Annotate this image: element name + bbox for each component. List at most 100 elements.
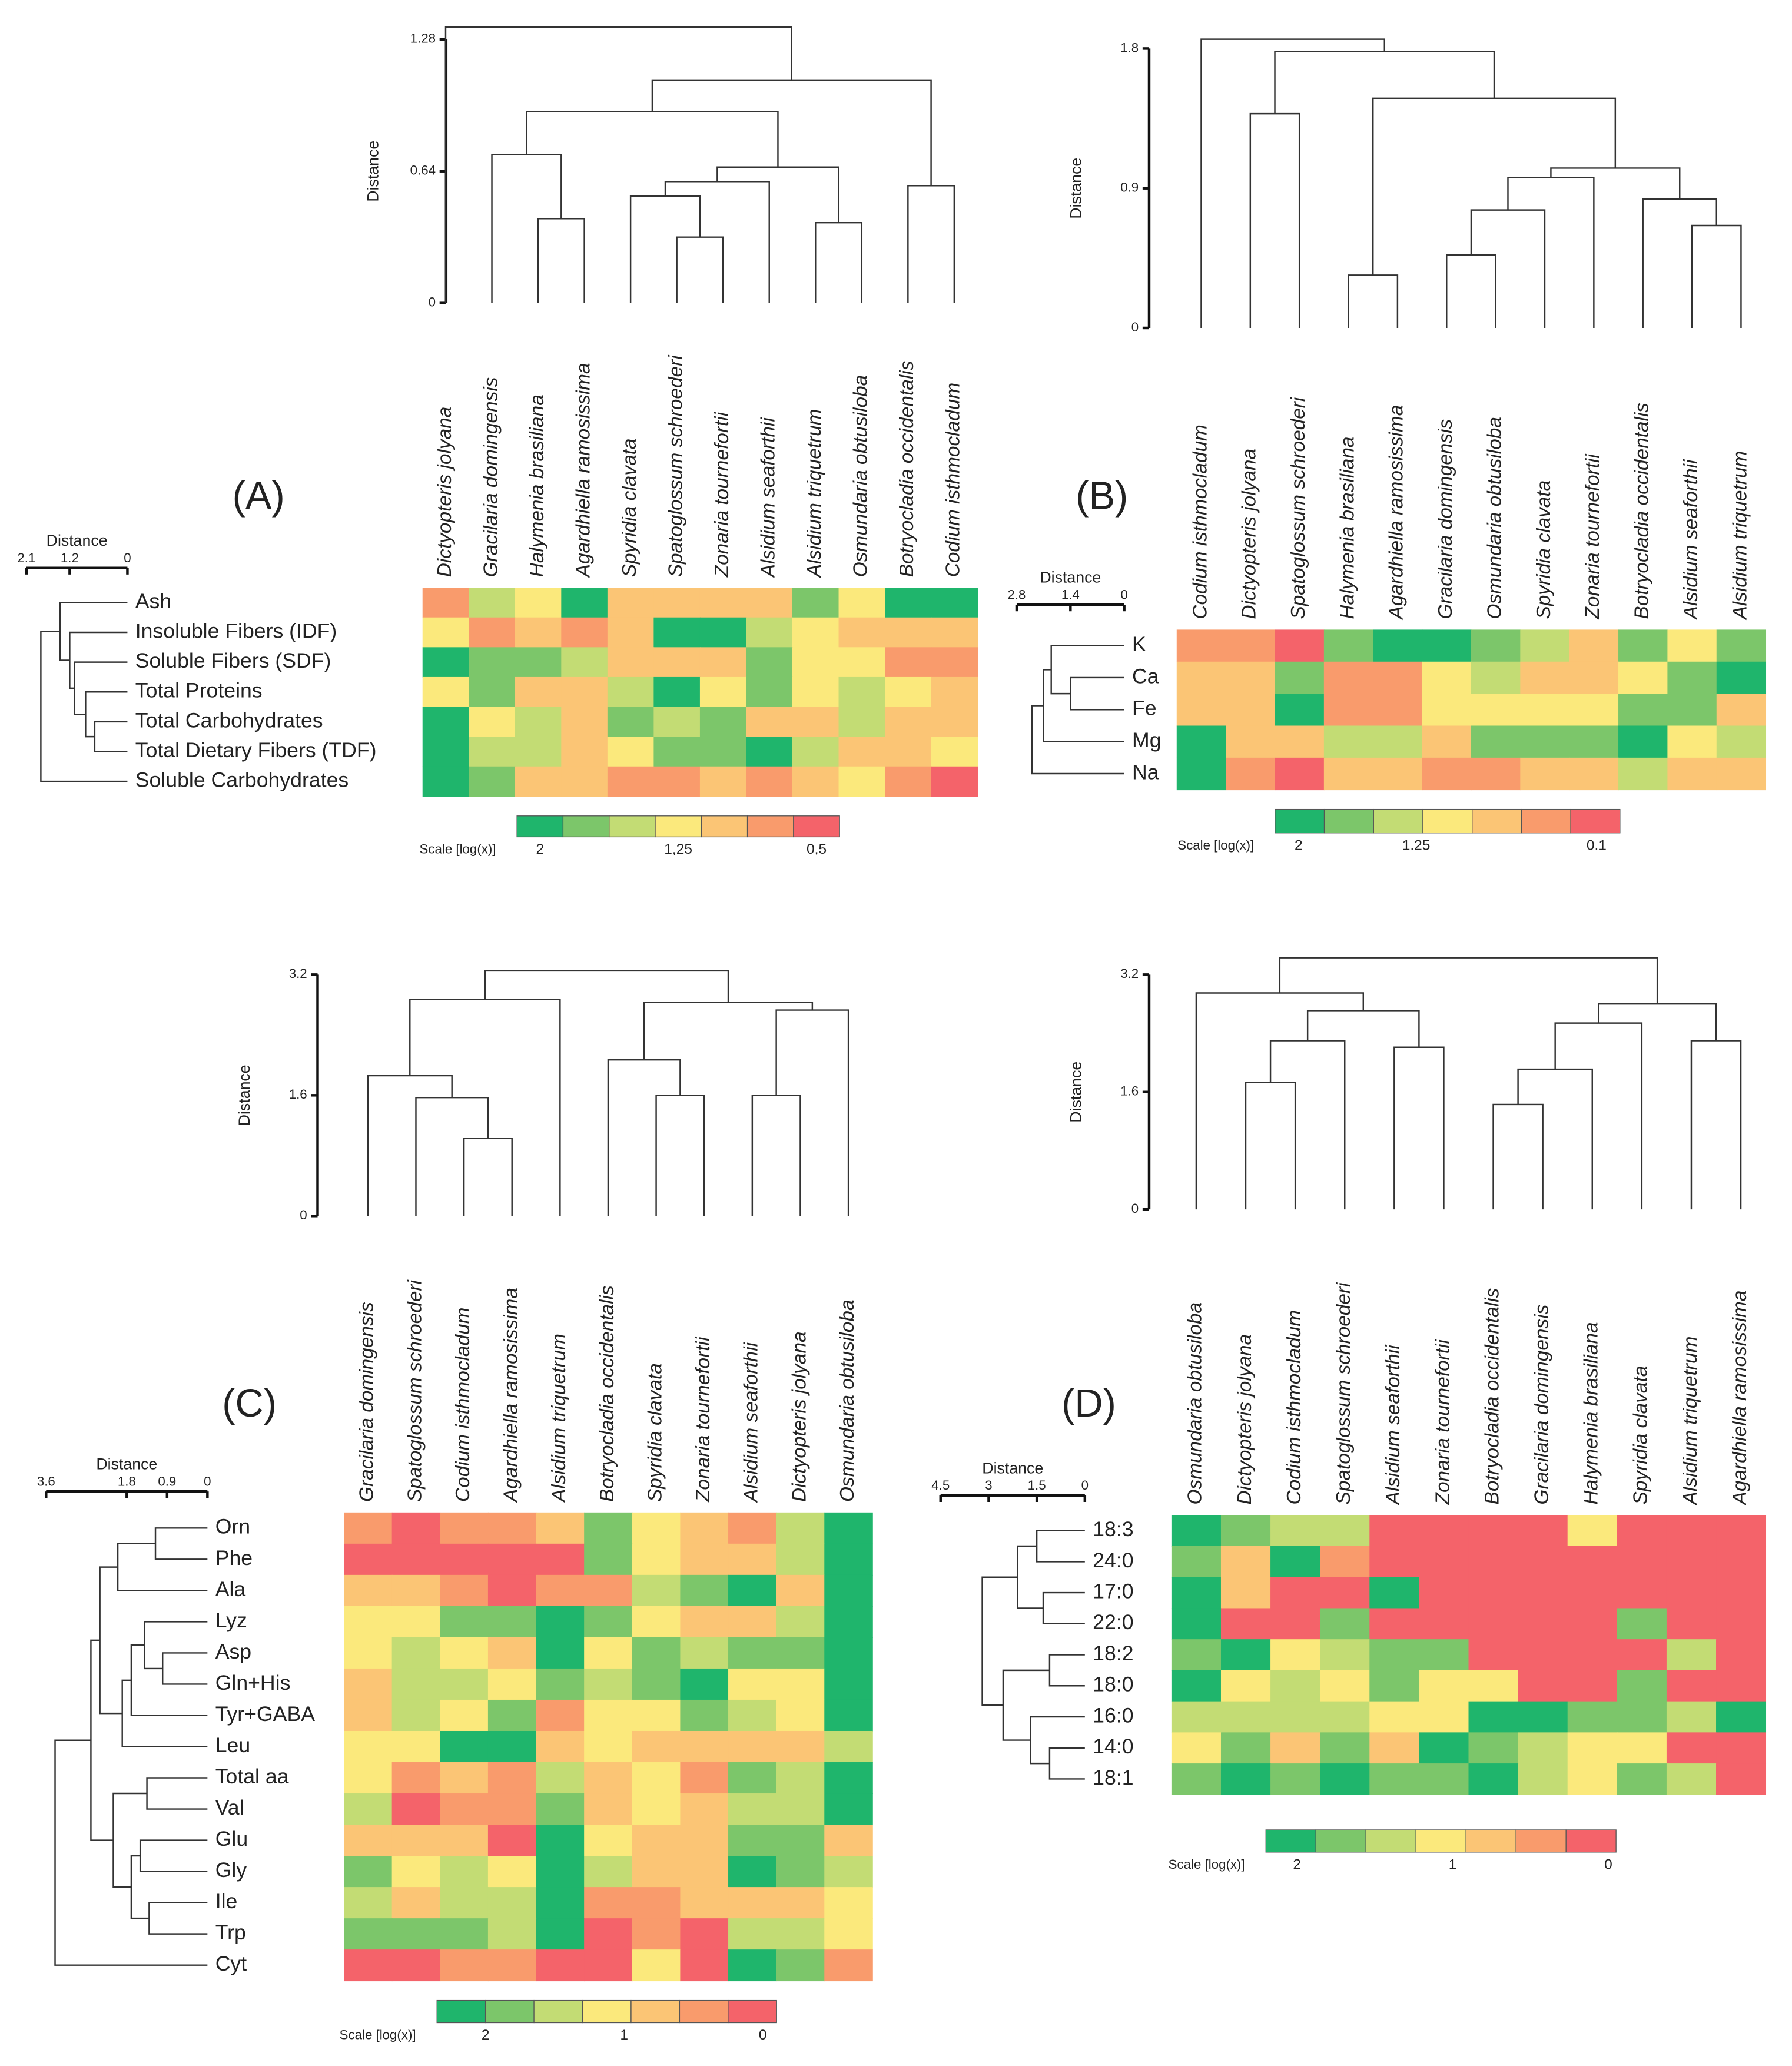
heatmap-cell xyxy=(344,1637,393,1669)
heatmap-cell xyxy=(1220,1515,1271,1547)
heatmap-cell xyxy=(1518,1639,1568,1671)
heatmap-cell xyxy=(1422,757,1472,791)
heatmap-cell xyxy=(1471,694,1521,727)
heatmap-cell xyxy=(440,1762,489,1794)
heatmap-cell xyxy=(1716,1732,1767,1764)
heatmap-cell xyxy=(1323,629,1374,662)
heatmap-cell xyxy=(1270,1701,1321,1733)
column-label: Codium isthmocladum xyxy=(1189,425,1211,619)
heatmap-cell xyxy=(469,617,516,648)
scale-box xyxy=(1265,1829,1316,1853)
heatmap-cell xyxy=(1419,1515,1469,1547)
scale-box xyxy=(1570,808,1621,834)
column-label: Spatoglossum schroederi xyxy=(1333,1282,1355,1505)
heatmap-cell xyxy=(1468,1577,1519,1609)
axis-label: Distance xyxy=(235,1064,253,1126)
heatmap-cell xyxy=(1270,1732,1321,1764)
tick-label: 3.2 xyxy=(289,966,307,981)
heatmap-cell xyxy=(515,588,562,618)
tick-label: 4.5 xyxy=(931,1478,950,1493)
heatmap-cell xyxy=(1419,1763,1469,1795)
dendrogram-link xyxy=(1554,1022,1643,1210)
row-label: Ash xyxy=(135,589,171,613)
dendrogram-link xyxy=(121,1679,208,1747)
tick-label: 1.2 xyxy=(61,551,79,565)
heatmap-cell xyxy=(632,1606,681,1638)
row-label: 18:2 xyxy=(1093,1641,1133,1665)
dendrogram-link xyxy=(1245,1082,1296,1210)
heatmap-cell xyxy=(1716,725,1767,758)
heatmap-cell xyxy=(792,766,839,797)
dendrogram-link xyxy=(537,217,585,303)
heatmap-cell xyxy=(824,1699,873,1732)
heatmap-cell xyxy=(838,617,885,648)
heatmap-cell xyxy=(792,588,839,618)
heatmap-cell xyxy=(584,1762,633,1794)
heatmap-cell xyxy=(632,1637,681,1669)
heatmap-cell xyxy=(487,1699,537,1732)
row-label: Lyz xyxy=(215,1609,247,1632)
row-label: Tyr+GABA xyxy=(215,1702,316,1726)
heatmap-cell xyxy=(1716,1546,1767,1578)
heatmap-cell xyxy=(653,707,701,738)
heatmap-cell xyxy=(653,676,701,708)
heatmap-cell xyxy=(1666,1701,1717,1733)
row-label: Fe xyxy=(1132,697,1157,720)
scale-box xyxy=(728,1999,777,2024)
scale-box xyxy=(1415,1829,1466,1853)
column-label: Halymenia brasiliana xyxy=(1581,1322,1602,1504)
heatmap-cell xyxy=(728,1918,777,1951)
heatmap-cell xyxy=(1567,1639,1618,1671)
tick-label: 3 xyxy=(985,1478,992,1493)
dendrogram-link xyxy=(146,1777,208,1810)
dendrogram-link xyxy=(815,221,863,303)
heatmap-cell xyxy=(1666,1515,1717,1547)
heatmap-cell xyxy=(776,1856,825,1888)
heatmap-cell xyxy=(1176,661,1227,695)
dendrogram-link xyxy=(1030,1716,1085,1765)
column-label: Osmundaria obtusiloba xyxy=(837,1299,858,1502)
heatmap-cell xyxy=(607,617,655,648)
tick-label: 0 xyxy=(1131,1201,1139,1216)
dendrogram-link xyxy=(90,1639,114,1841)
dendrogram-link xyxy=(607,1059,681,1216)
heatmap-cell xyxy=(1275,725,1325,758)
dendrogram-link xyxy=(629,195,701,303)
dendrogram-link xyxy=(716,166,839,223)
dendrogram-link xyxy=(1492,1103,1544,1210)
heatmap-cell xyxy=(1270,1639,1321,1671)
heatmap-cell xyxy=(1716,757,1767,791)
scale-tick-label: 2 xyxy=(482,2027,490,2043)
heatmap-cell xyxy=(1323,757,1374,791)
heatmap-cell xyxy=(931,647,978,678)
heatmap-cell xyxy=(391,1918,441,1951)
heatmap-cell xyxy=(1667,661,1717,695)
heatmap-cell xyxy=(469,676,516,708)
column-label: Dictyopteris jolyana xyxy=(434,407,456,578)
heatmap-cell xyxy=(776,1668,825,1700)
heatmap-cell xyxy=(607,766,655,797)
heatmap-cell xyxy=(1518,1670,1568,1702)
heatmap-cell xyxy=(536,1699,585,1732)
row-label: Phe xyxy=(215,1546,253,1570)
column-label: Codium isthmocladum xyxy=(452,1308,474,1502)
heatmap-cell xyxy=(776,1887,825,1919)
dendrogram-link xyxy=(1042,1591,1085,1625)
column-label: Alsidium seaforthii xyxy=(741,1341,762,1503)
heatmap-cell xyxy=(536,1512,585,1544)
heatmap-cell xyxy=(653,766,701,797)
heatmap-cell xyxy=(1716,629,1767,662)
heatmap-cell xyxy=(885,707,932,738)
heatmap-cell xyxy=(391,1730,441,1763)
heatmap-cell xyxy=(1667,757,1717,791)
heatmap-cell xyxy=(776,1793,825,1825)
dendrogram-link xyxy=(130,1644,208,1716)
dendrogram-link xyxy=(1470,209,1546,328)
tick-label: 0 xyxy=(1131,320,1139,334)
heatmap-cell xyxy=(344,1543,393,1576)
dendrogram-link xyxy=(751,1095,801,1216)
heatmap-cell xyxy=(422,737,470,767)
scale-box xyxy=(793,815,840,838)
dendrogram-link xyxy=(139,1839,208,1872)
heatmap-cell xyxy=(728,1543,777,1576)
